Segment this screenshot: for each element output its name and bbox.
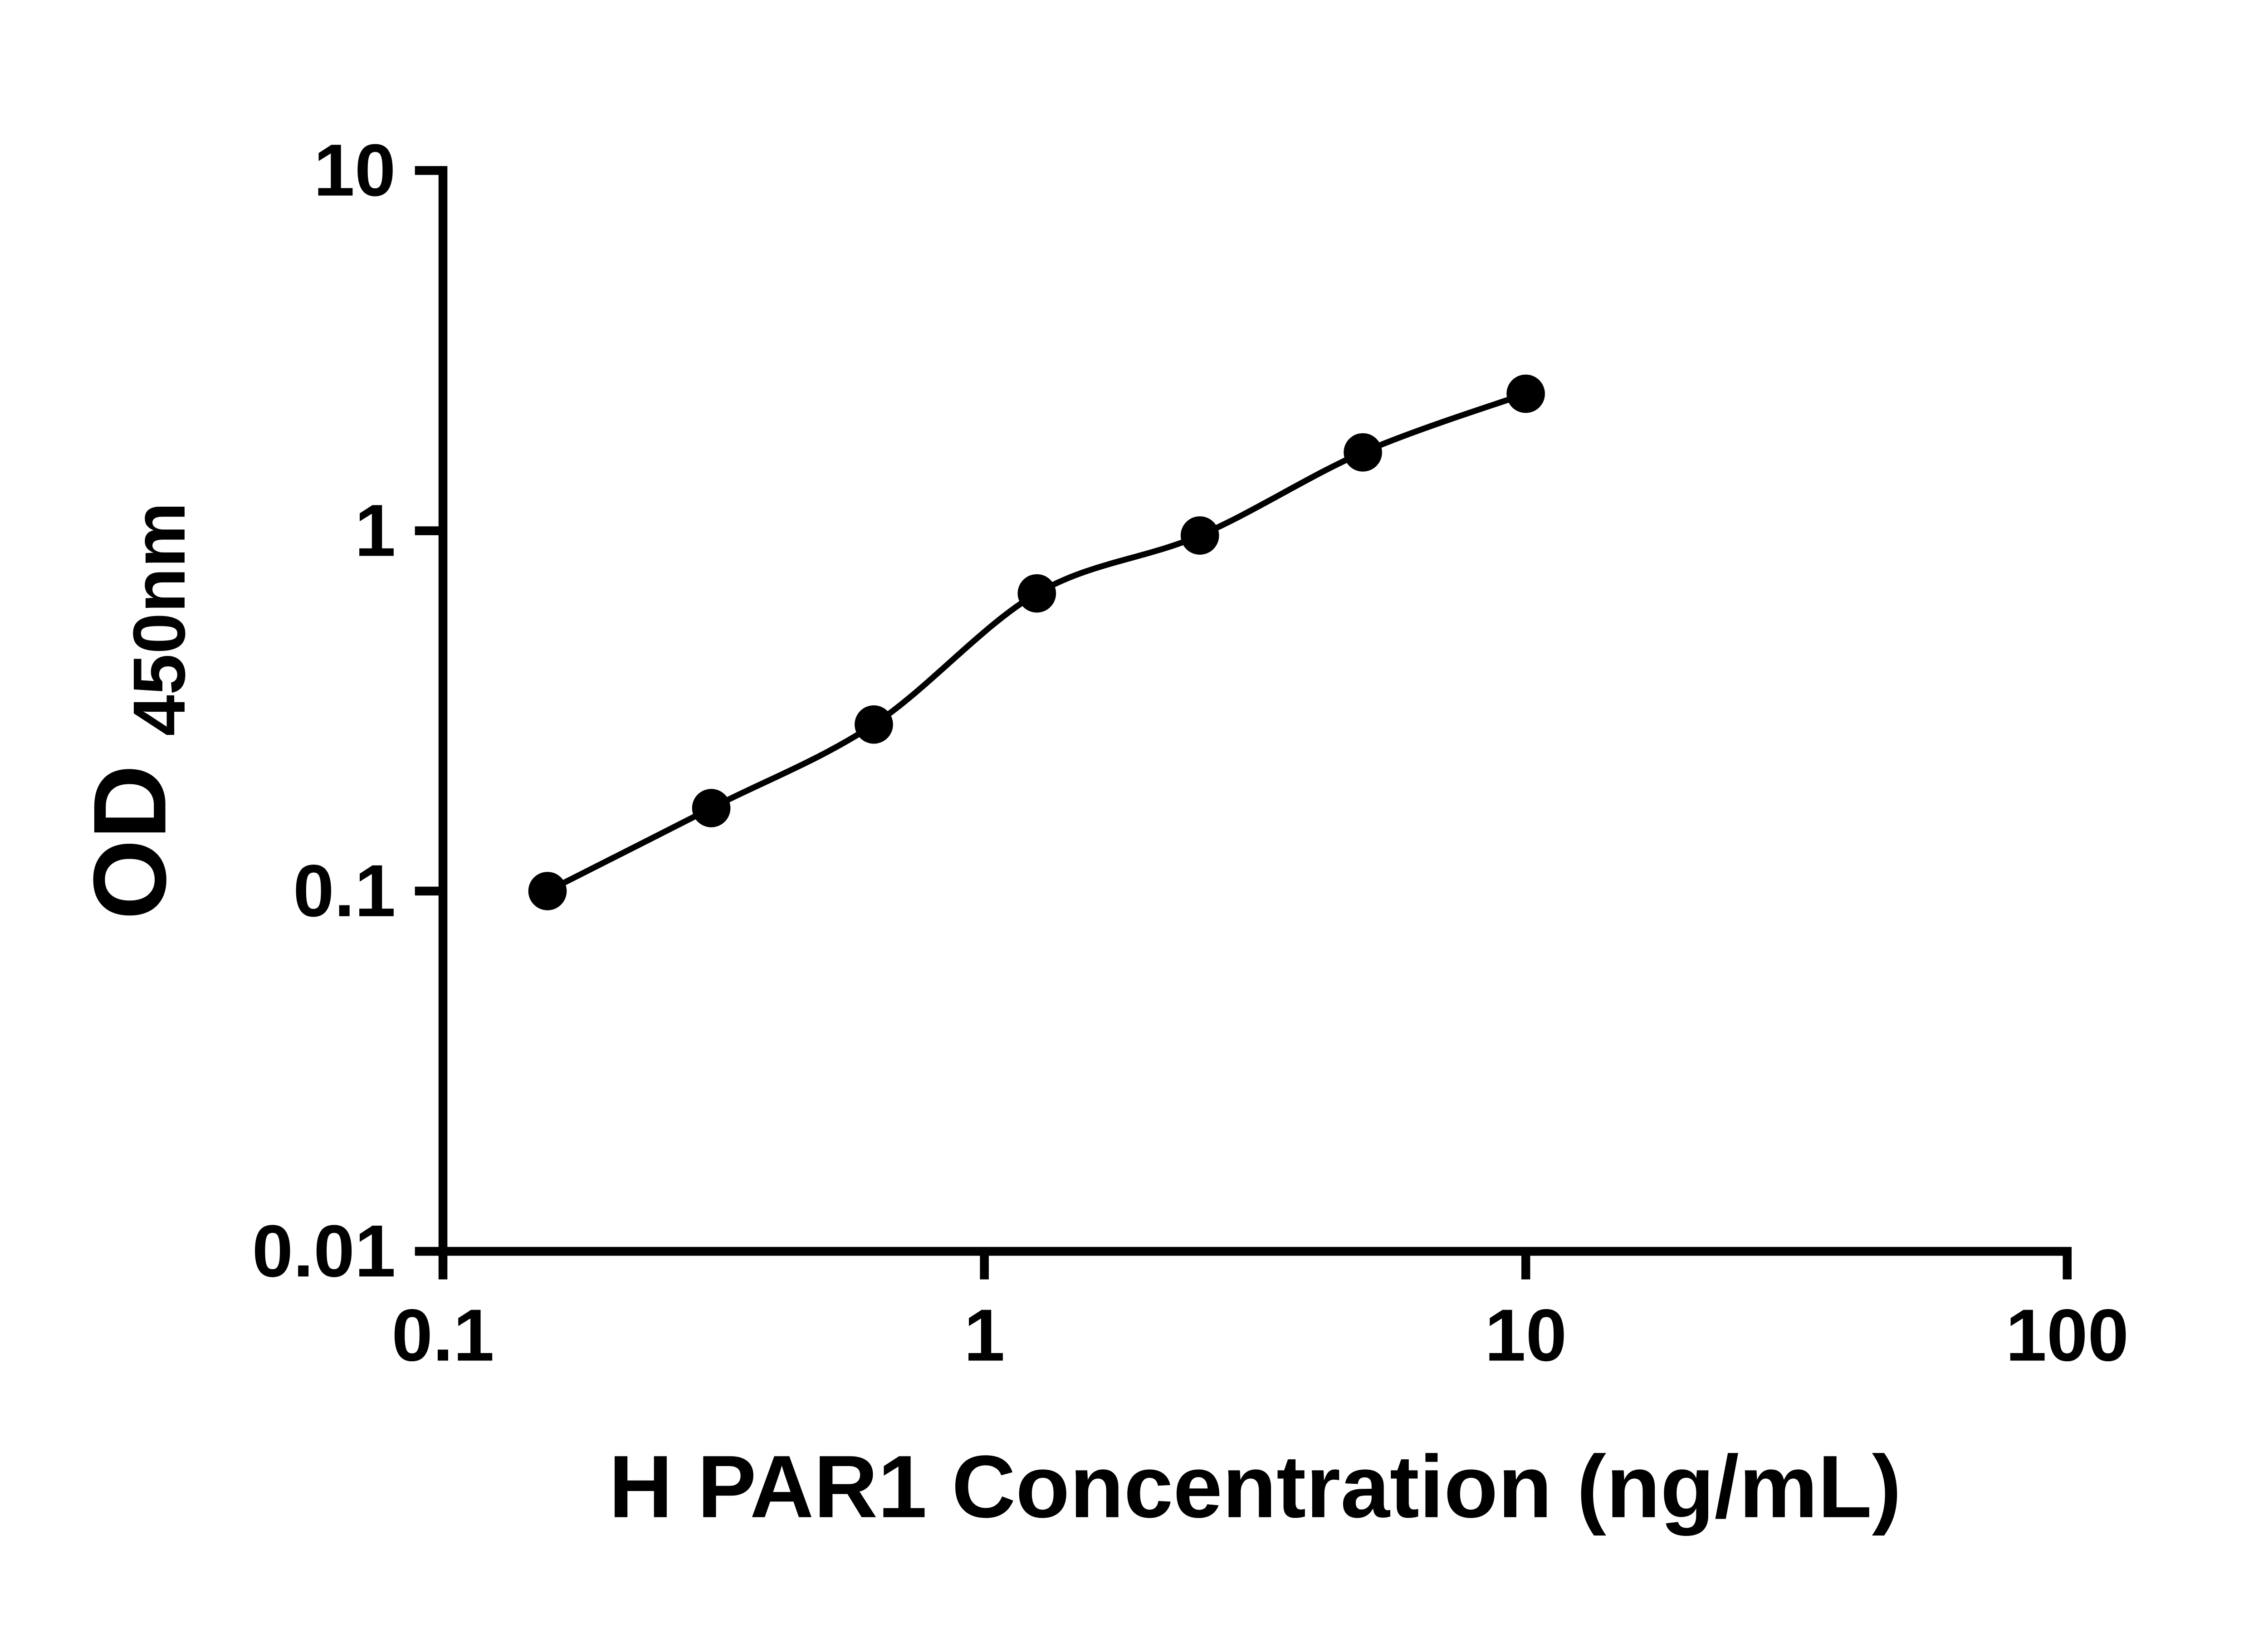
data-point — [692, 789, 731, 827]
axis-lines — [438, 166, 2072, 1256]
data-point — [1180, 516, 1219, 555]
data-point — [528, 872, 567, 910]
tick-layer — [415, 166, 2072, 1280]
y-tick-label: 1 — [355, 489, 396, 572]
y-tick-label: 10 — [313, 129, 396, 211]
y-axis-title: OD 450nm — [73, 502, 200, 920]
x-tick-label: 0.1 — [391, 1295, 494, 1377]
series-layer — [528, 374, 1545, 910]
y-tick-label: 0.01 — [252, 1210, 396, 1292]
x-axis-title: H PAR1 Concentration (ng/mL) — [609, 1437, 1901, 1536]
data-point — [1344, 433, 1382, 472]
data-point — [855, 705, 893, 744]
y-axis-title-subscript: 450nm — [118, 502, 200, 736]
y-tick-label: 0.1 — [293, 850, 396, 932]
y-axis-title-main: OD — [73, 765, 188, 920]
data-point — [1017, 574, 1056, 613]
axes-layer — [438, 166, 2072, 1256]
data-point — [1506, 374, 1545, 413]
x-tick-label: 10 — [1485, 1295, 1567, 1377]
x-tick-label: 100 — [2006, 1295, 2129, 1377]
x-tick-label: 1 — [964, 1295, 1005, 1377]
